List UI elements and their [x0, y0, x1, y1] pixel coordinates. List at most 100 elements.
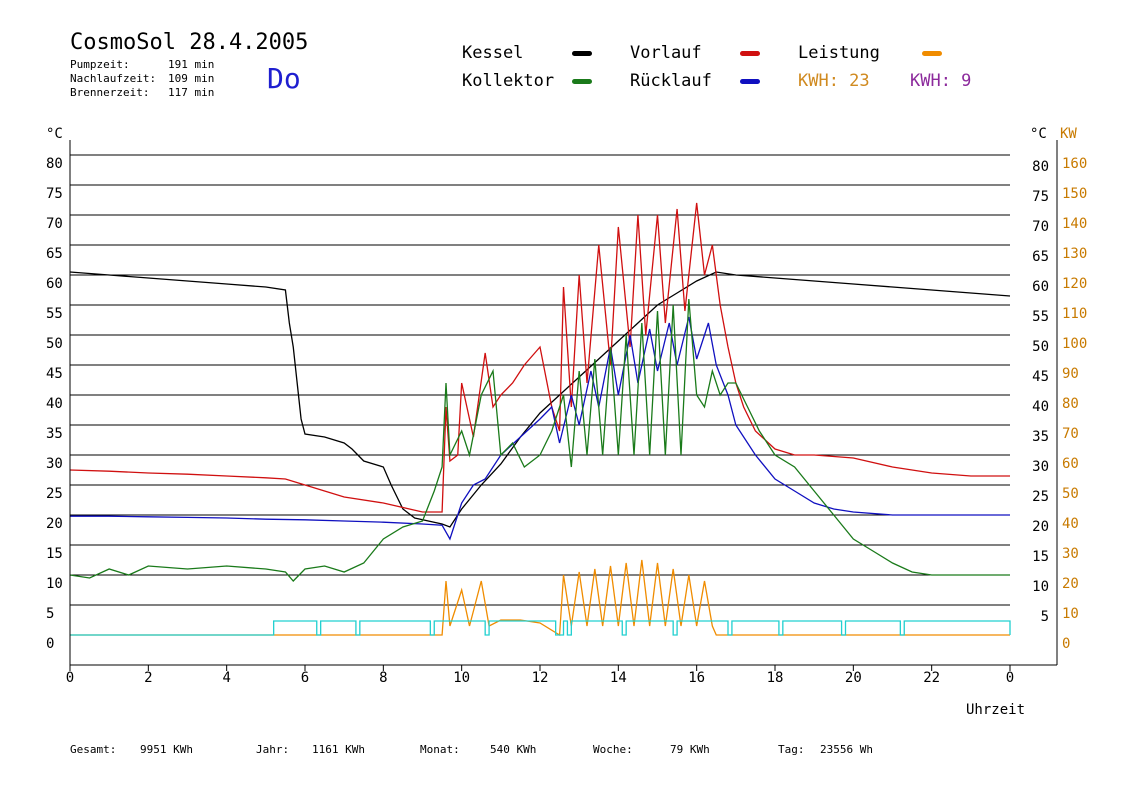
x-axis-label: Uhrzeit: [966, 702, 1026, 718]
nachlaufzeit-row: Nachlaufzeit: 109 min: [70, 72, 214, 86]
data-series: [69, 202, 1011, 637]
right-tick-label-celsius: 45: [1032, 369, 1049, 385]
left-tick-label: 55: [46, 306, 63, 322]
right-tick-label-kw: 70: [1062, 426, 1079, 442]
right-tick-label-celsius: 35: [1032, 429, 1049, 445]
right-axis-unit-kw: KW: [1060, 126, 1077, 142]
series-line-pumpe: [70, 620, 1011, 636]
right-tick-label-kw: 40: [1062, 516, 1079, 532]
x-tick-label: 8: [379, 670, 387, 686]
legend-kollektor-label: Kollektor: [462, 71, 555, 91]
jahr-value: 1161 KWh: [312, 743, 365, 756]
legend-leistung-label: Leistung: [798, 43, 880, 63]
right-tick-label-kw: 30: [1062, 546, 1079, 562]
right-tick-label-celsius: 20: [1032, 519, 1049, 535]
x-tick-label: 12: [532, 670, 549, 686]
left-tick-label: 15: [46, 546, 63, 562]
right-tick-label-kw: 0: [1062, 636, 1070, 652]
left-axis-unit: °C: [46, 126, 63, 142]
legend-kollektor-swatch: [572, 79, 592, 84]
x-tick-label: 2: [144, 670, 152, 686]
gridlines: [70, 154, 1010, 606]
gesamt-value: 9951 KWh: [140, 743, 193, 756]
legend-ruecklauf-label: Rücklauf: [630, 71, 712, 91]
right-tick-label-kw: 150: [1062, 186, 1087, 202]
brennerzeit-label: Brennerzeit:: [70, 86, 150, 99]
brennerzeit-row: Brennerzeit: 117 min: [70, 86, 214, 100]
left-tick-label: 35: [46, 426, 63, 442]
x-tick-label: 14: [610, 670, 627, 686]
series-line-leistung: [70, 559, 1010, 637]
left-tick-label: 65: [46, 246, 63, 262]
x-tick-label: 0: [1006, 670, 1014, 686]
left-tick-label: 75: [46, 186, 63, 202]
right-tick-label-celsius: 10: [1032, 579, 1049, 595]
left-tick-label: 30: [46, 456, 63, 472]
right-tick-label-celsius: 80: [1032, 159, 1049, 175]
x-tick-label: 6: [301, 670, 309, 686]
left-tick-label: 10: [46, 576, 63, 592]
right-tick-label-celsius: 50: [1032, 339, 1049, 355]
right-tick-label-kw: 90: [1062, 366, 1079, 382]
left-tick-label: 0: [46, 636, 54, 652]
right-tick-label-celsius: 40: [1032, 399, 1049, 415]
right-tick-label-kw: 100: [1062, 336, 1087, 352]
monat-label: Monat:: [420, 743, 460, 756]
left-tick-label: 50: [46, 336, 63, 352]
left-tick-label: 40: [46, 396, 63, 412]
x-tick-label: 18: [767, 670, 784, 686]
nachlaufzeit-label: Nachlaufzeit:: [70, 72, 157, 85]
legend-vorlauf-swatch: [740, 51, 760, 56]
x-tick-label: 0: [66, 670, 74, 686]
x-tick-label: 16: [688, 670, 705, 686]
tag-value: 23556 Wh: [820, 743, 873, 756]
right-tick-label-celsius: 15: [1032, 549, 1049, 565]
right-tick-label-kw: 10: [1062, 606, 1079, 622]
brennerzeit-value: 117 min: [168, 86, 215, 99]
woche-value: 79 KWh: [670, 743, 710, 756]
right-tick-label-kw: 160: [1062, 156, 1087, 172]
left-tick-label: 45: [46, 366, 63, 382]
monat-value: 540 KWh: [490, 743, 537, 756]
left-tick-label: 20: [46, 516, 63, 532]
right-tick-label-celsius: 5: [1041, 609, 1049, 625]
pumpzeit-row: Pumpzeit: 191 min: [70, 58, 214, 72]
x-tick-label: 20: [845, 670, 862, 686]
pumpzeit-value: 191 min: [168, 58, 215, 71]
right-tick-label-kw: 60: [1062, 456, 1079, 472]
axes: [69, 140, 1058, 671]
left-tick-label: 60: [46, 276, 63, 292]
right-tick-label-kw: 140: [1062, 216, 1087, 232]
right-tick-label-kw: 50: [1062, 486, 1079, 502]
series-line-kollektor: [69, 298, 1010, 582]
legend-kessel-label: Kessel: [462, 43, 524, 63]
right-tick-label-kw: 20: [1062, 576, 1079, 592]
right-tick-label-kw: 120: [1062, 276, 1087, 292]
right-tick-label-celsius: 30: [1032, 459, 1049, 475]
legend-kwh-secondary: KWH: 9: [910, 71, 972, 91]
x-tick-label: 10: [453, 670, 470, 686]
right-tick-label-kw: 130: [1062, 246, 1087, 262]
right-tick-label-celsius: 70: [1032, 219, 1049, 235]
chart-title: CosmoSol 28.4.2005: [70, 30, 309, 55]
jahr-label: Jahr:: [256, 743, 290, 756]
left-tick-label: 80: [46, 156, 63, 172]
legend-leistung-swatch: [922, 51, 942, 56]
weekday-label: Do: [267, 62, 301, 95]
gesamt-label: Gesamt:: [70, 743, 117, 756]
right-tick-label-kw: 110: [1062, 306, 1087, 322]
legend-kessel-swatch: [572, 51, 592, 56]
legend-vorlauf-label: Vorlauf: [630, 43, 702, 63]
left-tick-label: 5: [46, 606, 54, 622]
woche-label: Woche:: [593, 743, 633, 756]
right-tick-label-celsius: 60: [1032, 279, 1049, 295]
x-tick-label: 22: [923, 670, 940, 686]
right-tick-label-kw: 80: [1062, 396, 1079, 412]
left-tick-label: 70: [46, 216, 63, 232]
series-line-vorlauf: [69, 202, 1010, 513]
legend-ruecklauf-swatch: [740, 79, 760, 84]
right-tick-label-celsius: 25: [1032, 489, 1049, 505]
right-tick-label-celsius: 65: [1032, 249, 1049, 265]
tag-label: Tag:: [778, 743, 805, 756]
